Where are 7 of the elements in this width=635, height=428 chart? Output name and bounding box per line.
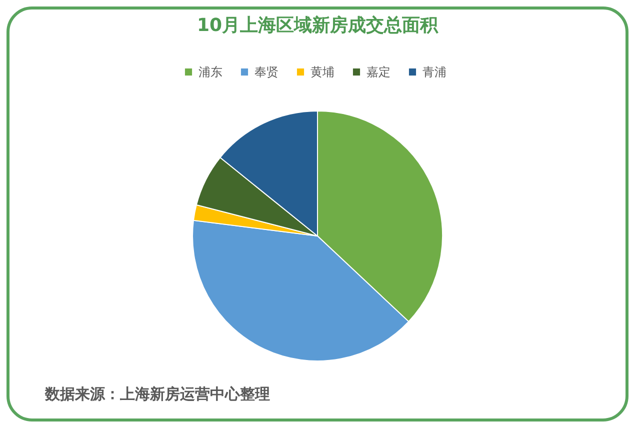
legend-label: 浦东 <box>198 65 222 79</box>
legend-label: 奉贤 <box>254 65 278 79</box>
source-note: 数据来源：上海新房运营中心整理 <box>44 385 270 403</box>
legend-label: 嘉定 <box>366 65 390 79</box>
chart-title: 10月上海区域新房成交总面积 <box>196 15 440 36</box>
legend-label: 黄埔 <box>310 65 334 79</box>
legend-label: 青浦 <box>422 65 446 79</box>
